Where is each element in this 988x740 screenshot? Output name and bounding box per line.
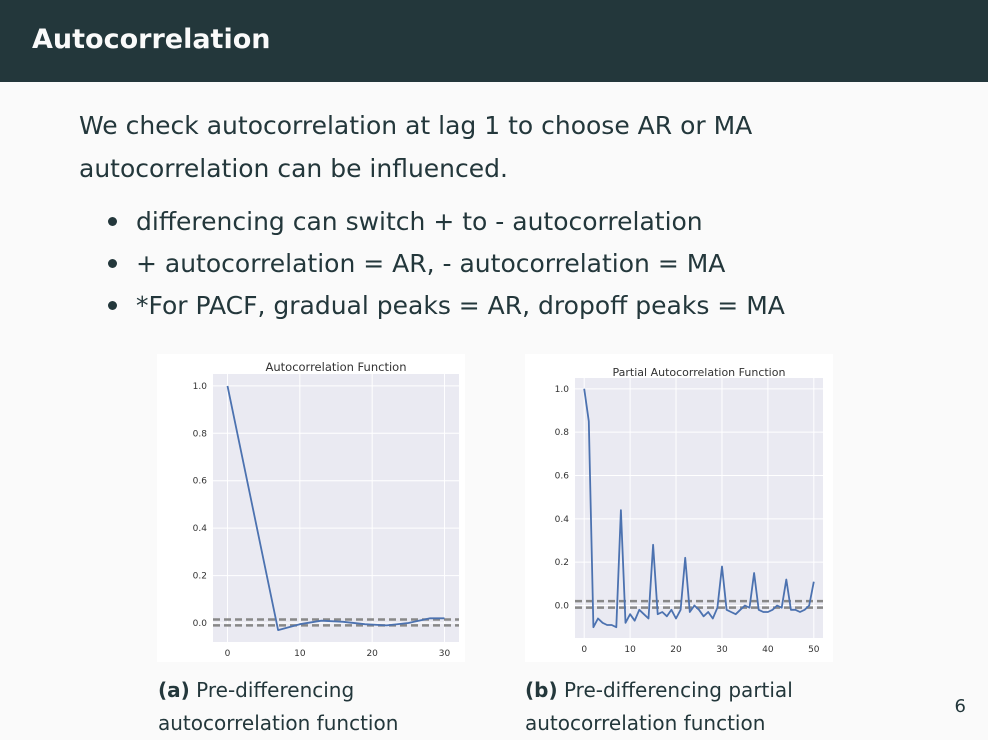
figure-caption-a: (a) Pre-differencing autocorrelation fun… bbox=[158, 674, 458, 740]
x-tick-label: 40 bbox=[762, 645, 774, 655]
bullet-text: + autocorrelation = AR, - autocorrelatio… bbox=[136, 249, 726, 278]
chart-title: Partial Autocorrelation Function bbox=[613, 366, 786, 379]
bullet-dot-icon bbox=[108, 216, 117, 226]
bullet-item: + autocorrelation = AR, - autocorrelatio… bbox=[108, 243, 928, 285]
x-tick-label: 30 bbox=[439, 649, 451, 659]
y-tick-label: 0.2 bbox=[193, 572, 207, 582]
slide-title: Autocorrelation bbox=[32, 24, 271, 55]
x-tick-label: 10 bbox=[294, 649, 306, 659]
chart-title: Autocorrelation Function bbox=[266, 360, 407, 374]
pacf-chart: 0 10 20 30 40 50 0.0 0.2 0.4 0.6 0.8 1.0 Partial Aut… bbox=[555, 366, 823, 655]
bullet-item: *For PACF, gradual peaks = AR, dropoff p… bbox=[108, 285, 928, 327]
x-tick-label: 10 bbox=[624, 645, 636, 655]
y-tick-label: 0.2 bbox=[555, 558, 569, 568]
bullet-text: differencing can switch + to - autocorre… bbox=[136, 207, 703, 236]
bullet-dot-icon bbox=[108, 300, 117, 310]
y-tick-label: 0.4 bbox=[555, 515, 570, 525]
y-tick-label: 1.0 bbox=[555, 385, 570, 395]
y-tick-label: 0.6 bbox=[193, 477, 208, 487]
plot-area bbox=[575, 378, 823, 638]
caption-text: Pre-differencing bbox=[196, 678, 355, 702]
y-tick-label: 0.6 bbox=[555, 472, 570, 482]
x-tick-label: 0 bbox=[225, 649, 231, 659]
y-tick-label: 0.8 bbox=[555, 428, 570, 438]
x-tick-label: 30 bbox=[716, 645, 728, 655]
figure-caption-b: (b) Pre-differencing partial autocorrela… bbox=[525, 674, 825, 740]
bullet-item: differencing can switch + to - autocorre… bbox=[108, 201, 928, 243]
intro-line-2: autocorrelation can be influenced. bbox=[79, 154, 508, 183]
acf-chart: 0 10 20 30 0.0 0.2 0.4 0.6 0.8 1.0 Autocorrelation… bbox=[193, 360, 459, 659]
bullet-dot-icon bbox=[108, 258, 117, 268]
x-tick-label: 20 bbox=[670, 645, 682, 655]
x-tick-label: 50 bbox=[808, 645, 820, 655]
acf-figure: 0 10 20 30 0.0 0.2 0.4 0.6 0.8 1.0 Autocorrelation… bbox=[157, 354, 465, 662]
y-tick-label: 0.8 bbox=[193, 429, 208, 439]
caption-text: autocorrelation function bbox=[525, 711, 766, 735]
caption-number: (b) bbox=[525, 678, 558, 702]
title-bar: Autocorrelation bbox=[0, 0, 988, 82]
bullet-text: *For PACF, gradual peaks = AR, dropoff p… bbox=[136, 291, 785, 320]
caption-text: autocorrelation function bbox=[158, 711, 399, 735]
intro-line-1: We check autocorrelation at lag 1 to cho… bbox=[79, 111, 753, 140]
bullet-list: differencing can switch + to - autocorre… bbox=[108, 201, 928, 327]
series-line bbox=[226, 385, 445, 632]
page-number: 6 bbox=[954, 696, 966, 717]
intro-text: We check autocorrelation at lag 1 to cho… bbox=[79, 104, 899, 190]
caption-text: Pre-differencing partial bbox=[563, 678, 793, 702]
plot-area bbox=[213, 374, 459, 642]
x-tick-label: 0 bbox=[581, 645, 587, 655]
series-line bbox=[583, 388, 815, 629]
caption-number: (a) bbox=[158, 678, 190, 702]
y-tick-label: 0.0 bbox=[193, 619, 208, 629]
y-tick-label: 1.0 bbox=[193, 382, 208, 392]
pacf-figure: 0 10 20 30 40 50 0.0 0.2 0.4 0.6 0.8 1.0 Partial Aut… bbox=[525, 354, 833, 662]
y-tick-label: 0.0 bbox=[555, 602, 570, 612]
y-tick-label: 0.4 bbox=[193, 524, 208, 534]
x-tick-label: 20 bbox=[366, 649, 378, 659]
